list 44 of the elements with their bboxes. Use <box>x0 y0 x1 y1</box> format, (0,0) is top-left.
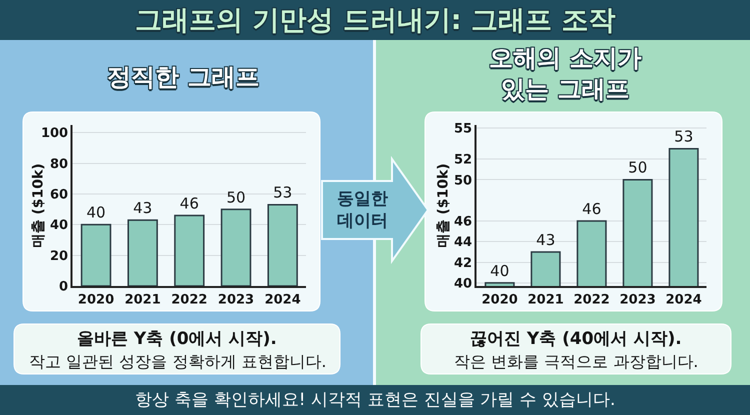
x-tick-label: 2020 <box>482 292 518 308</box>
y-tick-label: 100 <box>40 126 68 142</box>
text: 올바른 Y축 (0에서 시작). <box>77 329 277 349</box>
x-tick-label: 2024 <box>666 292 702 308</box>
text: 작은 변화를 극적으로 과장합니다. <box>454 352 698 371</box>
y-tick-label: 0 <box>59 280 68 295</box>
x-tick-label: 2023 <box>218 292 254 308</box>
text: 그래프의 기만성 드러내기: 그래프 조작 <box>135 5 616 36</box>
x-tick-label: 2020 <box>78 292 114 308</box>
data-label: 50 <box>628 158 648 177</box>
data-label: 43 <box>133 199 152 218</box>
text: 작고 일관된 성장을 정확하게 표현합니다. <box>29 352 326 371</box>
x-tick-label: 2024 <box>264 292 301 308</box>
y-tick-label: 60 <box>50 188 68 203</box>
data-label: 53 <box>273 184 292 202</box>
y-tick-label: 55 <box>454 122 472 137</box>
x-tick-label: 2022 <box>574 292 610 308</box>
x-tick-label: 2021 <box>124 292 161 308</box>
data-label: 40 <box>490 262 510 280</box>
y-tick-label: 50 <box>454 173 472 188</box>
data-label: 50 <box>226 188 246 206</box>
y-tick-label: 44 <box>454 235 472 250</box>
data-label: 40 <box>86 204 106 222</box>
y-tick-label: 40 <box>454 276 472 292</box>
y-tick-label: 46 <box>454 214 472 230</box>
text: 끊어진 Y축 (40에서 시작). <box>470 329 682 349</box>
x-tick-label: 2023 <box>620 292 656 308</box>
x-tick-label: 2022 <box>171 292 208 308</box>
chart-title: 정직한 그래프 <box>107 63 260 91</box>
data-label: 46 <box>582 200 602 218</box>
y-tick-label: 42 <box>454 256 472 271</box>
y-tick-label: 52 <box>454 152 472 168</box>
text: 동일한 데이터 <box>337 189 388 232</box>
y-tick-label: 20 <box>50 248 68 264</box>
data-label: 53 <box>674 128 694 146</box>
x-tick-label: 2021 <box>528 292 564 308</box>
y-tick-label: 40 <box>50 218 68 234</box>
chart-title: 오해의 소지가 있는 그래프 <box>489 44 642 104</box>
text: 항상 축을 확인하세요! 시각적 표현은 진실을 가릴 수 있습니다. <box>135 390 616 410</box>
data-label: 46 <box>180 194 199 212</box>
y-axis-title: 매출 ($10k) <box>436 163 452 248</box>
y-tick-label: 80 <box>50 156 68 172</box>
data-label: 43 <box>536 230 556 249</box>
y-axis-title: 매출 ($10k) <box>30 163 46 248</box>
